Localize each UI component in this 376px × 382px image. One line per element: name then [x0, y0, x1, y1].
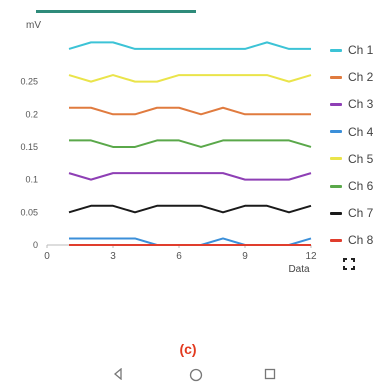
android-navigation-bar: [0, 368, 376, 382]
legend-label: Ch 6: [348, 179, 374, 193]
fullscreen-icon[interactable]: [343, 257, 355, 270]
legend-swatch: [330, 184, 342, 188]
line-chart: 0 0.05 0.1 0.15 0.2 0.25 0 3 6 9 12 Data: [20, 41, 317, 275]
top-accent-bar: [36, 10, 196, 13]
legend-label: Ch 1: [348, 43, 374, 57]
series-line-ch-6: [69, 139, 312, 148]
legend-label: Ch 2: [348, 70, 374, 85]
legend-item: Ch 3: [330, 97, 373, 111]
legend-item: Ch 1: [330, 43, 373, 57]
x-axis-label: Data: [288, 264, 310, 275]
legend-swatch: [330, 130, 342, 134]
y-unit-label: mV: [26, 20, 41, 31]
figure-caption: (c): [179, 341, 197, 357]
legend-label: Ch 5: [348, 151, 374, 166]
legend-label: Ch 3: [348, 97, 374, 112]
legend-swatch: [330, 102, 342, 106]
legend-item: Ch 6: [330, 179, 373, 193]
legend-swatch: [330, 75, 342, 79]
x-tick-label: 3: [110, 251, 116, 262]
y-tick-label: 0.2: [25, 109, 38, 119]
y-tick-label: 0.1: [25, 175, 38, 185]
series-line-ch-2: [69, 106, 311, 116]
x-tick-label: 6: [176, 251, 182, 262]
legend-swatch: [330, 211, 342, 215]
legend-label: Ch 7: [348, 206, 374, 221]
y-tick-label: 0: [33, 240, 38, 250]
legend-swatch: [330, 48, 342, 52]
legend-item: Ch 5: [330, 152, 373, 166]
x-tick-label: 9: [242, 251, 248, 262]
legend-label: Ch 4: [348, 124, 374, 139]
y-tick-label: 0.25: [20, 77, 38, 87]
series-line-ch-1: [68, 41, 311, 50]
y-tick-label: 0.05: [20, 207, 38, 217]
x-tick-label: 0: [44, 251, 50, 262]
legend-item: Ch 2: [330, 70, 373, 84]
legend-item: Ch 4: [330, 125, 373, 139]
series-line-ch-5: [68, 74, 312, 83]
legend-swatch: [330, 238, 342, 242]
series-line-ch-7: [68, 204, 312, 214]
legend-item: Ch 8: [330, 233, 373, 247]
legend-swatch: [330, 157, 342, 161]
series-line-ch-3: [68, 172, 312, 181]
home-icon[interactable]: [188, 368, 204, 382]
legend-item: Ch 7: [330, 206, 373, 220]
recents-icon[interactable]: [262, 368, 278, 382]
y-tick-label: 0.15: [20, 142, 38, 152]
back-icon[interactable]: [110, 368, 126, 382]
legend-label: Ch 8: [348, 233, 374, 248]
x-tick-label: 12: [305, 251, 317, 262]
